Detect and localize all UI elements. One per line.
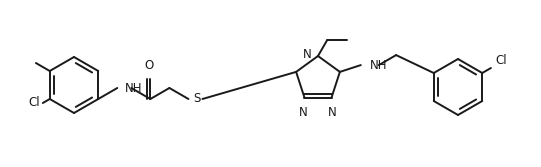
Text: NH: NH (126, 81, 143, 95)
Text: NH: NH (370, 59, 387, 72)
Text: N: N (328, 106, 337, 119)
Text: Cl: Cl (28, 97, 40, 110)
Text: N: N (299, 106, 308, 119)
Text: S: S (194, 93, 201, 106)
Text: N: N (304, 47, 312, 60)
Text: O: O (145, 59, 154, 72)
Text: Cl: Cl (495, 54, 506, 67)
